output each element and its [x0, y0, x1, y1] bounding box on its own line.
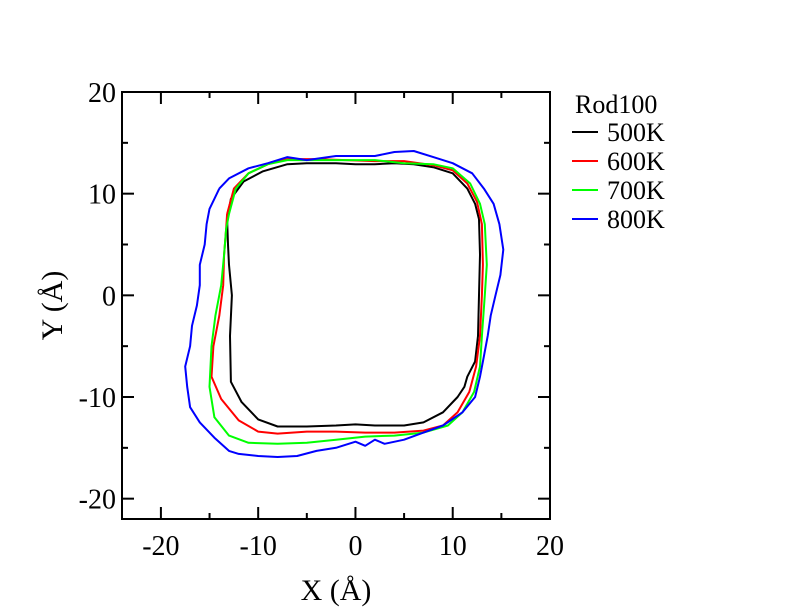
- legend-entry-600k: 600K: [607, 147, 665, 176]
- x-tick-label: 20: [536, 531, 564, 562]
- legend-entry-700k: 700K: [607, 176, 665, 205]
- series-line-700k: [208, 159, 488, 445]
- axis-ticks: -20 -10 0 10 20 -20 -10 0 10 20: [79, 78, 564, 562]
- y-tick-label: -20: [79, 485, 116, 516]
- x-tick-label: -10: [240, 531, 277, 562]
- y-tick-label: -10: [79, 383, 116, 414]
- legend-title: Rod100: [575, 90, 657, 119]
- series-line-500k: [226, 162, 481, 428]
- series-line-600k: [210, 158, 484, 435]
- x-tick-label: 0: [348, 531, 362, 562]
- legend-entry-800k: 800K: [607, 205, 665, 234]
- x-axis-label: X (Å): [301, 574, 372, 607]
- y-axis-label: Y (Å): [36, 271, 69, 341]
- legend-entry-500k: 500K: [607, 118, 665, 147]
- series-line-800k: [184, 150, 505, 458]
- series-lines: [184, 150, 505, 458]
- x-tick-label: 10: [439, 531, 467, 562]
- plot-frame: [121, 91, 551, 520]
- y-tick-label: 10: [88, 180, 116, 211]
- x-tick-label: -20: [142, 531, 179, 562]
- y-tick-label: 0: [102, 281, 116, 312]
- y-tick-label: 20: [88, 78, 116, 109]
